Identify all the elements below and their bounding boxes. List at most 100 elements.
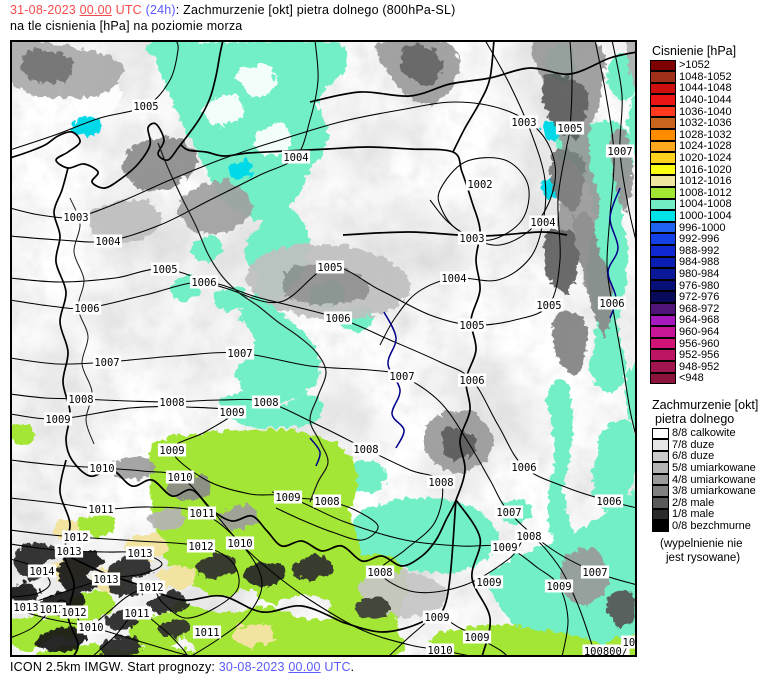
- isobar-label: 1008: [159, 397, 184, 409]
- cloud-legend-row: 0/8 bezchmurne: [652, 520, 756, 533]
- isobar-1006: [9, 281, 638, 509]
- isobar-label: 1005: [152, 264, 177, 276]
- pressure-legend-row-label: 1008-1012: [679, 186, 732, 199]
- isobar-label-box: [54, 544, 84, 558]
- isobar-label-box: [37, 602, 67, 616]
- isobar-label-box: [580, 565, 610, 579]
- isobar-label: 1005: [459, 320, 484, 332]
- cloud-patch: [193, 551, 235, 577]
- isobar-1008: [271, 491, 379, 541]
- pressure-legend-row-swatch: [650, 268, 676, 280]
- pressure-legend-row-swatch: [650, 245, 676, 257]
- isobar-label-box: [465, 177, 495, 191]
- isobar-label: 1007: [94, 357, 119, 369]
- isobar-label: 1009: [476, 577, 501, 589]
- pressure-legend-row-swatch: [650, 163, 676, 176]
- isobar-label-box: [217, 405, 247, 419]
- cloud-legend-row-swatch: [652, 508, 669, 521]
- isobar-label: 1009: [219, 407, 244, 419]
- isobar-label-box: [474, 575, 504, 589]
- isobar-label: 1011: [194, 627, 219, 639]
- isobar-label-box: [93, 234, 123, 248]
- isobar-label-box: [582, 644, 630, 658]
- cloud-legend-row-label: 1/8 male: [672, 508, 715, 521]
- pressure-legend-row-label: 1012-1016: [679, 175, 732, 188]
- pressure-legend-row-label: <948: [679, 372, 704, 385]
- pressure-band-region-aqua: [589, 417, 635, 511]
- forecast-valid-time: 00.00: [79, 3, 112, 17]
- cloud-patch: [96, 633, 139, 657]
- pressure-legend-row: 984-988: [650, 256, 732, 269]
- map-frame: [10, 40, 637, 657]
- river-line: [69, 197, 95, 445]
- cloud-legend-row-swatch: [652, 450, 669, 463]
- pressure-legend-row: >1052: [650, 59, 732, 72]
- pressure-band-region-aqua: [623, 360, 639, 437]
- isobar-label: 1003: [511, 117, 536, 129]
- pressure-legend-row-label: 968-972: [679, 302, 720, 315]
- isobar-label-box: [186, 539, 216, 553]
- pressure-legend-row: 1040-1044: [650, 94, 732, 107]
- pressure-band-region-green: [8, 421, 33, 443]
- isobar-label: 1002: [467, 179, 492, 191]
- isobar-label-box: [27, 564, 57, 578]
- pressure-legend-row-label: 960-964: [679, 325, 720, 338]
- cloud-patch: [107, 453, 153, 479]
- pressure-legend-row-swatch: [650, 326, 676, 338]
- cloud-patch: [541, 225, 577, 292]
- isobar-label-box: [509, 460, 539, 474]
- cloud-legend-row: 6/8 duze: [652, 450, 756, 463]
- isobar-label-box: [555, 121, 585, 135]
- isobar-label-box: [422, 610, 452, 624]
- isobar-label-box: [425, 643, 455, 657]
- pressure-legend-row: 1000-1004: [650, 210, 732, 223]
- cloud-legend-note-line2: jest rysowane): [666, 552, 741, 564]
- pressure-legend-row-label: 1004-1008: [679, 198, 732, 211]
- map-title: 31-08-2023 00.00 UTC (24h): Zachmurzenie…: [10, 3, 455, 34]
- isobar-label: 1008: [314, 496, 339, 508]
- cloud-legend-row-label: 6/8 duze: [672, 450, 715, 463]
- isobar-label: 1005: [317, 262, 342, 274]
- isobar-label-box: [92, 355, 122, 369]
- baltic-coast: [9, 39, 224, 189]
- run-utc: UTC: [324, 660, 351, 674]
- isobar-1010: [9, 607, 196, 658]
- cloud-legend-row-label: 5/8 umiarkowane: [672, 462, 756, 475]
- pressure-legend-row: 1008-1012: [650, 186, 732, 200]
- pressure-legend-row-swatch: [650, 187, 676, 199]
- cloud-legend-row: 2/8 male: [652, 497, 756, 510]
- isobar-label: 1007: [582, 567, 607, 579]
- cloud-legend-row-label: 0/8 bezchmurne: [672, 520, 751, 533]
- isobar-label: 1013: [93, 574, 118, 586]
- isobar-label: 1006: [191, 277, 216, 289]
- pressure-legend-row-label: 996-1000: [679, 221, 726, 234]
- cloud-legend-row-label: 8/8 calkowite: [672, 427, 736, 440]
- pressure-legend-row-swatch: [650, 140, 676, 153]
- pressure-legend-row-label: 1036-1040: [679, 105, 732, 118]
- cloud-legend-title-line1: Zachmurzenie [okt]: [652, 398, 759, 412]
- isobar-1003: [9, 101, 557, 246]
- isobar-label: 1014: [29, 566, 54, 578]
- pressure-legend-row-swatch: [650, 82, 676, 95]
- isobar-label-box: [76, 620, 106, 634]
- isobar-1008: [9, 393, 597, 658]
- pressure-legend-row-swatch: [650, 175, 676, 188]
- cloud-patch: [216, 503, 257, 529]
- pressure-legend-row-swatch: [650, 314, 676, 327]
- isobar-label: 1007: [389, 371, 414, 383]
- isobar-label: 1010: [227, 538, 252, 550]
- pressure-band-region-aqua: [144, 38, 346, 221]
- cloud-legend-row: 7/8 duze: [652, 439, 756, 452]
- run-date: 30-08-2023: [218, 660, 285, 674]
- isobar-label-box: [315, 260, 345, 274]
- forecast-valid-date: 31-08-2023: [10, 3, 76, 17]
- isobar-label-box: [122, 606, 152, 620]
- isobar-label-box: [528, 215, 558, 229]
- isobar-label: 1005: [557, 123, 582, 135]
- cloud-patch: [547, 145, 583, 209]
- isobar-label: 1009: [424, 612, 449, 624]
- cloud-patch: [603, 587, 635, 625]
- isobar-label: 1009: [275, 492, 300, 504]
- river-line: [383, 311, 405, 449]
- isobar-label-box: [157, 395, 187, 409]
